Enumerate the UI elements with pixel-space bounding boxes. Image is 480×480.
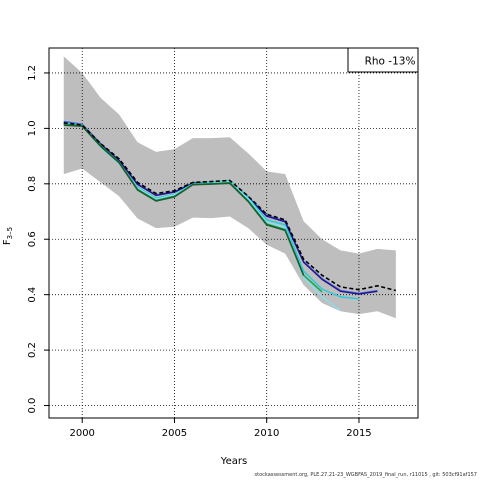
- series-layer: [63, 120, 397, 312]
- x-axis-title: Years: [220, 456, 247, 467]
- confidence-band-layer: [63, 56, 396, 319]
- y-axis-title-main: F: [2, 239, 13, 245]
- x-tick-label: 2000: [69, 428, 94, 439]
- series-line-1: [63, 122, 397, 292]
- x-tick-label: 2015: [346, 428, 371, 439]
- y-tick-label: 1.0: [27, 120, 38, 136]
- y-tick-label: 0.0: [27, 398, 38, 414]
- y-tick-label: 1.2: [27, 65, 38, 81]
- footer-note: stockassessment.org, PLE.27.21-23_WGBFAS…: [254, 472, 477, 478]
- legend-text: Rho -13%: [365, 56, 416, 68]
- y-axis-title-sub: 3–5: [6, 227, 14, 239]
- legend-box: [347, 47, 419, 73]
- y-axis-title-group: F3–5: [2, 227, 14, 245]
- y-tick-label: 0.8: [27, 176, 38, 192]
- series-line-7: [63, 124, 305, 276]
- x-tick-label: 2010: [254, 428, 279, 439]
- axis-layer: 2000 2005 2010 2015 0.0 0.2 0.4 0.6 0.8 1.0 1.2: [27, 65, 372, 439]
- y-axis-title: F3–5: [2, 227, 14, 245]
- y-tick-label: 0.2: [27, 342, 38, 358]
- plot-frame: [48, 47, 419, 419]
- y-tick-label: 0.4: [27, 287, 38, 303]
- y-tick-label: 0.6: [27, 231, 38, 247]
- legend: Rho -13%: [347, 47, 419, 73]
- x-tick-label: 2005: [162, 428, 187, 439]
- confidence-band: [63, 56, 396, 319]
